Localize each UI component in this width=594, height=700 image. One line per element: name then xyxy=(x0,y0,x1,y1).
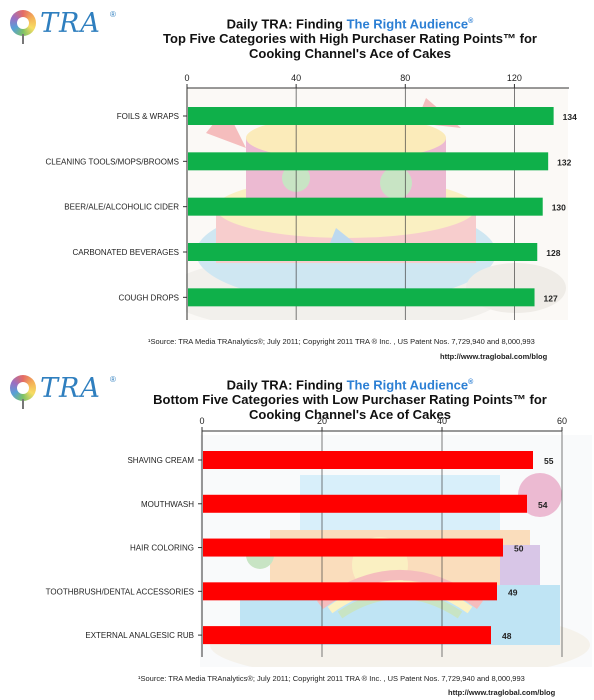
chart-plot: 0 20 40 60 SHAVING CREAM 55 MOUTHWASH 54 HAIR CO… xyxy=(46,416,567,657)
data-label: 54 xyxy=(538,500,548,510)
logo-text: TRA xyxy=(40,8,101,39)
chart-subtitle-2: Cooking Channel's Ace of Cakes xyxy=(249,46,451,62)
data-label: 130 xyxy=(552,203,566,213)
top-chart-panel: TRA ® Daily TRA: Finding The Right Audie… xyxy=(0,8,594,361)
bottom-chart-panel: TRA ® Daily TRA: Finding The Right Audie… xyxy=(0,365,594,700)
source-note: ¹Source: TRA Media TRAnalytics®; July 20… xyxy=(148,337,535,346)
tick-label: 80 xyxy=(400,73,410,83)
blog-url[interactable]: http://www.traglobal.com/blog xyxy=(448,688,556,697)
chart-title-block: Daily TRA: Finding The Right Audience® B… xyxy=(120,375,580,422)
data-label: 49 xyxy=(508,587,518,597)
bar xyxy=(203,582,497,601)
cake-background-image xyxy=(186,88,568,320)
chart-plot: 0 40 80 120 FOILS & WRAPS 134 CLEANING TOOLS/M… xyxy=(45,73,577,320)
data-label: 128 xyxy=(546,248,560,258)
bar xyxy=(188,243,538,261)
data-label: 127 xyxy=(544,293,558,303)
bar xyxy=(203,626,491,645)
tra-logo: TRA ® xyxy=(10,8,120,44)
source-note: ¹Source: TRA Media TRAnalytics®; July 20… xyxy=(138,674,525,683)
data-label: 50 xyxy=(514,544,524,554)
swirl-icon xyxy=(10,10,36,36)
category-label: BEER/ALE/ALCOHOLIC CIDER xyxy=(64,203,179,212)
bar xyxy=(203,494,527,513)
data-label: 134 xyxy=(563,112,577,122)
tick-label: 0 xyxy=(199,417,204,426)
bar xyxy=(188,152,549,171)
category-label: TOOTHBRUSH/DENTAL ACCESSORIES xyxy=(46,587,194,596)
logo-mark: ® xyxy=(110,10,116,19)
chart-area: 0 40 80 120 FOILS & WRAPS 134 CLEANING TOOLS/M… xyxy=(0,70,594,330)
blog-url[interactable]: http://www.traglobal.com/blog xyxy=(440,352,548,361)
data-label: 132 xyxy=(557,157,571,167)
chart-title: Daily TRA: Finding The Right Audience® xyxy=(226,16,474,32)
category-label: MOUTHWASH xyxy=(141,500,194,509)
chart-subtitle: Top Five Categories with High Purchaser … xyxy=(163,31,537,47)
data-label: 55 xyxy=(544,456,554,466)
tick-label: 40 xyxy=(437,417,447,426)
swirl-icon xyxy=(10,375,36,401)
tick-label: 20 xyxy=(317,417,327,426)
logo-mark: ® xyxy=(110,375,116,384)
chart-title-block: Daily TRA: Finding The Right Audience® T… xyxy=(120,14,580,61)
category-label: CARBONATED BEVERAGES xyxy=(72,248,179,257)
chart-subtitle: Bottom Five Categories with Low Purchase… xyxy=(153,392,547,408)
bar xyxy=(203,538,503,557)
tick-label: 60 xyxy=(557,417,567,426)
logo-text: TRA xyxy=(40,373,101,404)
data-label: 48 xyxy=(502,631,512,641)
bar xyxy=(203,451,533,469)
bar xyxy=(188,288,535,307)
tick-label: 40 xyxy=(291,73,301,83)
category-label: HAIR COLORING xyxy=(130,544,194,553)
category-label: EXTERNAL ANALGESIC RUB xyxy=(85,631,194,640)
category-label: SHAVING CREAM xyxy=(127,456,194,465)
bar xyxy=(188,197,543,216)
category-label: CLEANING TOOLS/MOPS/BROOMS xyxy=(45,157,179,166)
chart-title: Daily TRA: Finding The Right Audience® xyxy=(226,377,474,393)
tick-label: 0 xyxy=(184,73,189,83)
bar xyxy=(188,107,554,125)
category-label: FOILS & WRAPS xyxy=(117,112,179,121)
chart-area: 0 20 40 60 SHAVING CREAM 55 MOUTHWASH 54 HAIR CO… xyxy=(0,416,594,667)
chart-subtitle-2: Cooking Channel's Ace of Cakes xyxy=(249,407,451,423)
tra-logo: TRA ® xyxy=(10,373,120,409)
tick-label: 120 xyxy=(507,73,522,83)
category-label: COUGH DROPS xyxy=(119,293,179,302)
